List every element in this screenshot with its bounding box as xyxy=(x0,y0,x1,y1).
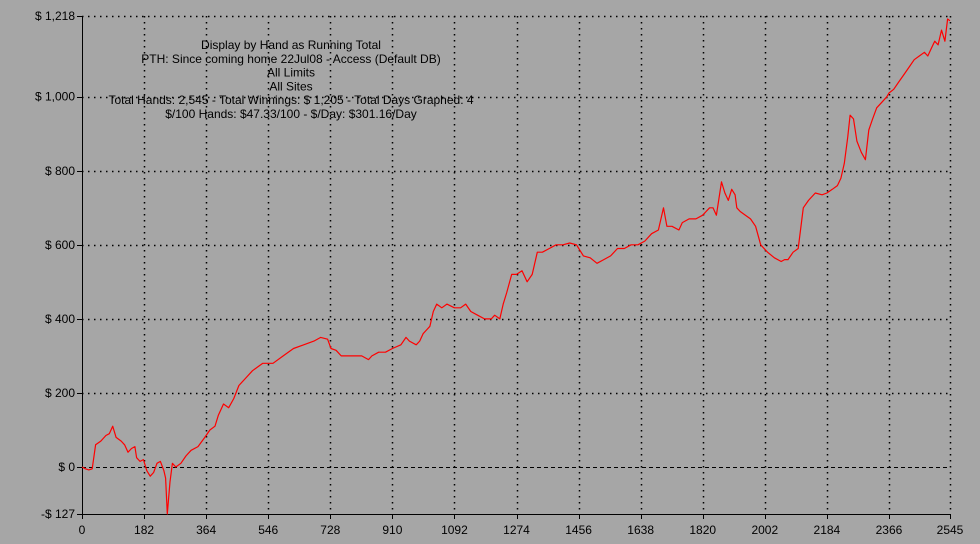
series-line-running-total xyxy=(81,18,951,515)
x-tick-label-728: 728 xyxy=(320,523,340,537)
y-tick-label-0: $ 0 xyxy=(58,460,75,474)
x-tick-label-1638: 1638 xyxy=(627,523,654,537)
y-tick-label-200: $ 200 xyxy=(45,386,75,400)
grid xyxy=(82,15,952,514)
info-line-6: $/100 Hands: $47.33/100 - $/Day: $301.16… xyxy=(165,107,417,121)
axes xyxy=(82,16,950,515)
x-tick-label-2366: 2366 xyxy=(876,523,903,537)
x-tick-label-546: 546 xyxy=(258,523,278,537)
x-tick-label-1274: 1274 xyxy=(503,523,530,537)
info-line-2: PTH: Since coming home 22Jul08 - Access … xyxy=(141,52,440,66)
y-tick-label-1000: $ 1,000 xyxy=(35,90,75,104)
info-line-3: All Limits xyxy=(267,66,315,80)
x-tick-label-2545: 2545 xyxy=(937,523,964,537)
x-tick-label-182: 182 xyxy=(134,523,154,537)
y-tick-label--127: -$ 127 xyxy=(41,507,75,521)
y-tick-label-800: $ 800 xyxy=(45,164,75,178)
x-tick-label-2184: 2184 xyxy=(814,523,841,537)
x-tick-label-1456: 1456 xyxy=(565,523,592,537)
x-tick-label-364: 364 xyxy=(196,523,216,537)
info-line-4: All Sites xyxy=(269,79,312,93)
x-tick-labels: 0 182 364 546 728 910 1092 1274 1456 1638 1820 2002… xyxy=(79,514,964,537)
y-tick-label-1218: $ 1,218 xyxy=(35,9,75,23)
y-tick-labels: -$ 127 $ 0 $ 200 $ 400 $ 600 $ 800 $ 1,000 $ 1,… xyxy=(35,9,82,521)
x-tick-label-1820: 1820 xyxy=(689,523,716,537)
x-tick-label-2002: 2002 xyxy=(751,523,778,537)
info-line-1: Display by Hand as Running Total xyxy=(201,38,381,52)
x-tick-label-1092: 1092 xyxy=(441,523,468,537)
y-tick-label-400: $ 400 xyxy=(45,312,75,326)
x-tick-label-0: 0 xyxy=(79,523,86,537)
y-tick-label-600: $ 600 xyxy=(45,238,75,252)
info-line-5: Total Hands: 2,545 - Total Winnings: $ 1… xyxy=(108,93,473,107)
x-tick-label-910: 910 xyxy=(382,523,402,537)
